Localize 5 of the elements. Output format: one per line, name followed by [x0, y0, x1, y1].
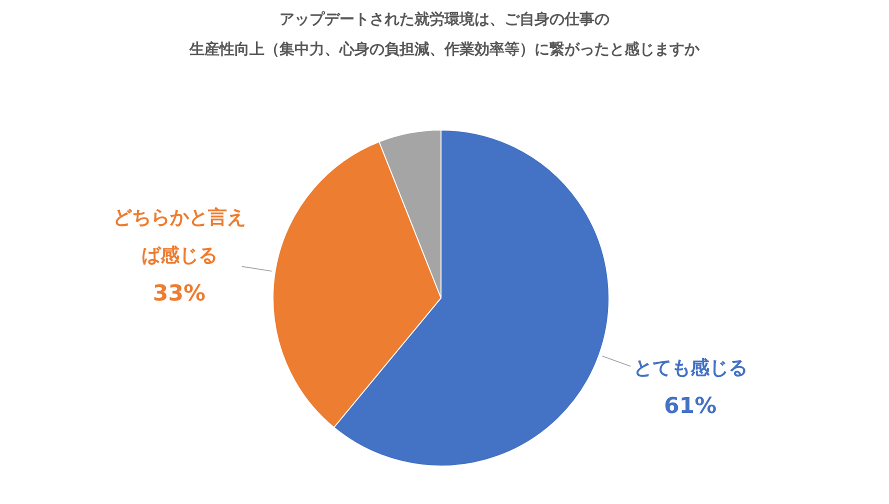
slice-label: とても感じる	[633, 356, 748, 379]
data-label: 61%	[664, 394, 717, 419]
chart-title: アップデートされた就労環境は、ご自身の仕事の生産性向上（集中力、心身の負担減、作業効率等）に繋がったと感じますか	[188, 10, 700, 58]
slice-label: どちらかと言えば感じる	[112, 206, 246, 267]
data-label: 33%	[152, 282, 206, 307]
